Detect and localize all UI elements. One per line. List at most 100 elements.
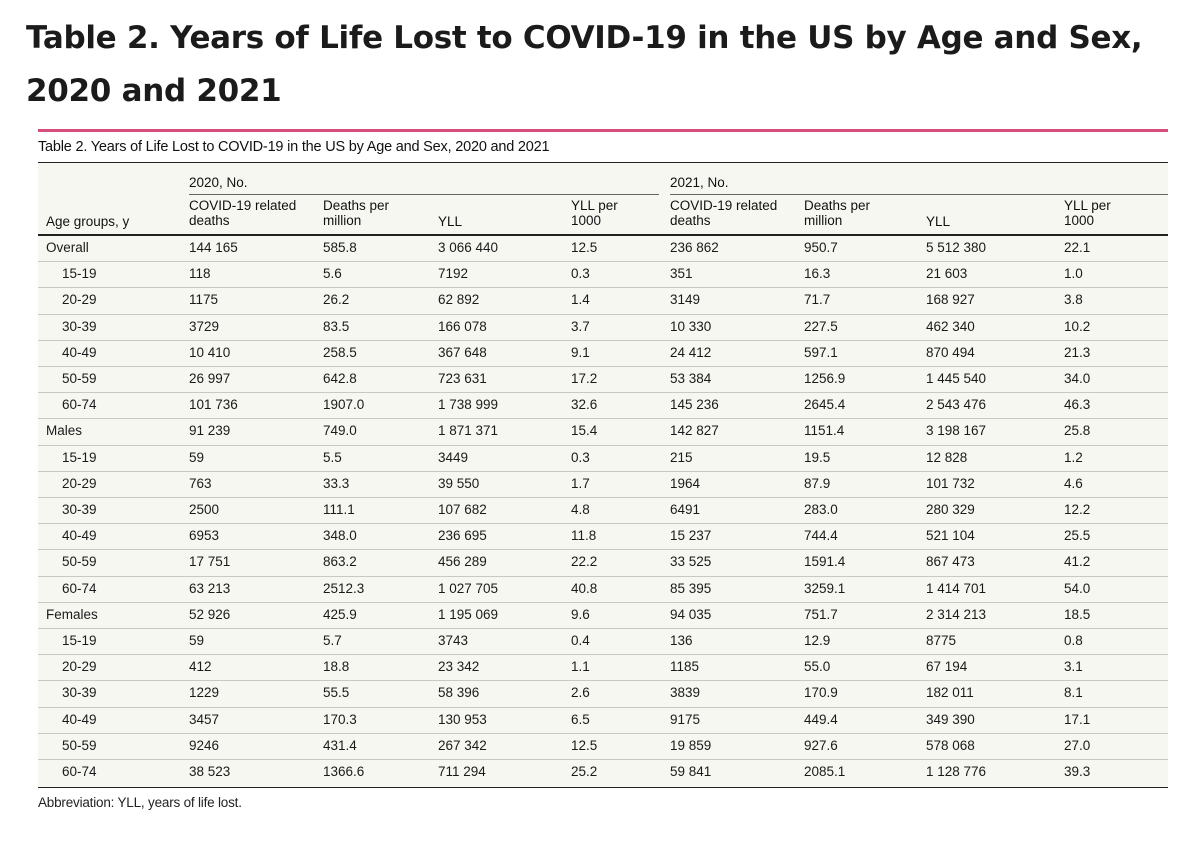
table-cell: 59	[189, 449, 205, 465]
row-group-label: 30-39	[62, 318, 97, 334]
header-2020-yll: YLL	[438, 214, 463, 229]
table-cell: 751.7	[804, 606, 838, 622]
table-cell: 3.1	[1064, 659, 1083, 675]
table-row: Females 52 926 425.9 1 195 069 9.6 94 035 751.…	[38, 603, 1168, 629]
table-cell: 1366.6	[323, 764, 365, 779]
table-row: 20-29 412 18.8 23 342 1.1 1185 55.0 67 194 3.1	[38, 655, 1168, 682]
table-cell: 107 682	[438, 502, 487, 517]
table-cell: 1591.4	[804, 554, 846, 570]
table-cell: 17.2	[571, 371, 598, 386]
header-2021-yll: YLL	[926, 214, 951, 229]
header-2021-yll-per-1000: YLL per 1000	[1064, 198, 1111, 228]
table-cell: 578 068	[926, 737, 975, 753]
table-cell: 456 289	[438, 554, 487, 570]
header-2021-per-million: Deaths per million	[804, 198, 871, 228]
table-cell: 26.2	[323, 292, 350, 308]
table-cell: 3 198 167	[926, 423, 987, 439]
table-cell: 227.5	[804, 318, 838, 334]
table-cell: 0.8	[1064, 633, 1083, 648]
table-cell: 351	[670, 266, 693, 282]
table-cell: 462 340	[926, 318, 975, 334]
table-cell: 15 237	[670, 528, 712, 544]
table-cell: 9.6	[571, 606, 590, 622]
table-cell: 950.7	[804, 240, 838, 255]
data-table: 2020, No. 2021, No. Age groups, y COVID-…	[38, 162, 1168, 788]
table-cell: 3449	[438, 449, 469, 465]
row-group-label: 60-74	[62, 580, 97, 596]
table-cell: 145 236	[670, 397, 719, 413]
row-group-label: 20-29	[62, 475, 97, 491]
row-group-label: 50-59	[62, 371, 97, 386]
table-cell: 15.4	[571, 423, 598, 439]
row-group-label: Overall	[46, 240, 89, 255]
table-cell: 40.8	[571, 580, 598, 596]
table-row: 40-49 6953 348.0 236 695 11.8 15 237 744.4 521 …	[38, 524, 1168, 551]
table-cell: 136	[670, 633, 693, 648]
row-group-label: 50-59	[62, 737, 97, 753]
table-cell: 142 827	[670, 423, 719, 439]
table-cell: 9246	[189, 737, 220, 753]
table-cell: 2645.4	[804, 397, 846, 413]
table-cell: 94 035	[670, 606, 712, 622]
table-cell: 267 342	[438, 737, 487, 753]
row-group-label: 40-49	[62, 711, 97, 727]
row-group-label: 15-19	[62, 449, 97, 465]
table-cell: 1.4	[571, 292, 590, 308]
table-cell: 3729	[189, 318, 220, 334]
footnote: Abbreviation: YLL, years of life lost.	[38, 795, 242, 810]
table-cell: 280 329	[926, 502, 975, 517]
table-cell: 1.0	[1064, 266, 1083, 282]
table-cell: 1175	[189, 292, 219, 308]
table-cell: 236 862	[670, 240, 719, 255]
table-cell: 8.1	[1064, 685, 1083, 701]
table-cell: 3149	[670, 292, 701, 308]
table-cell: 8775	[926, 633, 957, 648]
table-cell: 182 011	[926, 685, 974, 701]
table-cell: 0.3	[571, 266, 590, 282]
table-cell: 27.0	[1064, 737, 1091, 753]
table-cell: 5.7	[323, 633, 342, 648]
table-cell: 19 859	[670, 737, 712, 753]
table-cell: 521 104	[926, 528, 975, 544]
table-row: 50-59 17 751 863.2 456 289 22.2 33 525 1591.4 8…	[38, 550, 1168, 577]
table-cell: 130 953	[438, 711, 487, 727]
table-cell: 12.2	[1064, 502, 1091, 517]
table-row: Overall 144 165 585.8 3 066 440 12.5 236 862 9…	[38, 236, 1168, 263]
year-2020-rule	[189, 194, 659, 195]
table-cell: 3.7	[571, 318, 590, 334]
accent-rule	[38, 129, 1168, 132]
table-cell: 2.6	[571, 685, 590, 701]
table-cell: 22.1	[1064, 240, 1091, 255]
table-cell: 1907.0	[323, 397, 365, 413]
table-cell: 111.1	[323, 502, 355, 517]
table-cell: 170.9	[804, 685, 838, 701]
row-group-label: 40-49	[62, 344, 97, 360]
table-cell: 3 066 440	[438, 240, 499, 255]
table-cell: 5.5	[323, 449, 342, 465]
table-cell: 33 525	[670, 554, 712, 570]
table-cell: 1151.4	[804, 423, 845, 439]
table-cell: 1.2	[1064, 449, 1083, 465]
table-cell: 4.8	[571, 502, 590, 517]
table-cell: 927.6	[804, 737, 838, 753]
table-cell: 39 550	[438, 475, 480, 491]
table-cell: 10 410	[189, 344, 231, 360]
table-cell: 58 396	[438, 685, 480, 701]
table-row: 40-49 3457 170.3 130 953 6.5 9175 449.4 349 390…	[38, 708, 1168, 734]
header-2020-yll-per-1000: YLL per 1000	[571, 198, 618, 228]
table-cell: 21 603	[926, 266, 968, 282]
table-cell: 2500	[189, 502, 220, 517]
table-cell: 62 892	[438, 292, 480, 308]
table-cell: 642.8	[323, 371, 357, 386]
table-cell: 711 294	[438, 764, 486, 779]
row-group-label: 15-19	[62, 633, 97, 648]
table-cell: 23 342	[438, 659, 480, 675]
table-cell: 85 395	[670, 580, 712, 596]
table-cell: 1964	[670, 475, 701, 491]
table-cell: 12 828	[926, 449, 968, 465]
table-cell: 597.1	[804, 344, 838, 360]
table-cell: 34.0	[1064, 371, 1091, 386]
table-cell: 763	[189, 475, 212, 491]
page-title: Table 2. Years of Life Lost to COVID-19 …	[26, 20, 1143, 109]
table-cell: 55.5	[323, 685, 350, 701]
